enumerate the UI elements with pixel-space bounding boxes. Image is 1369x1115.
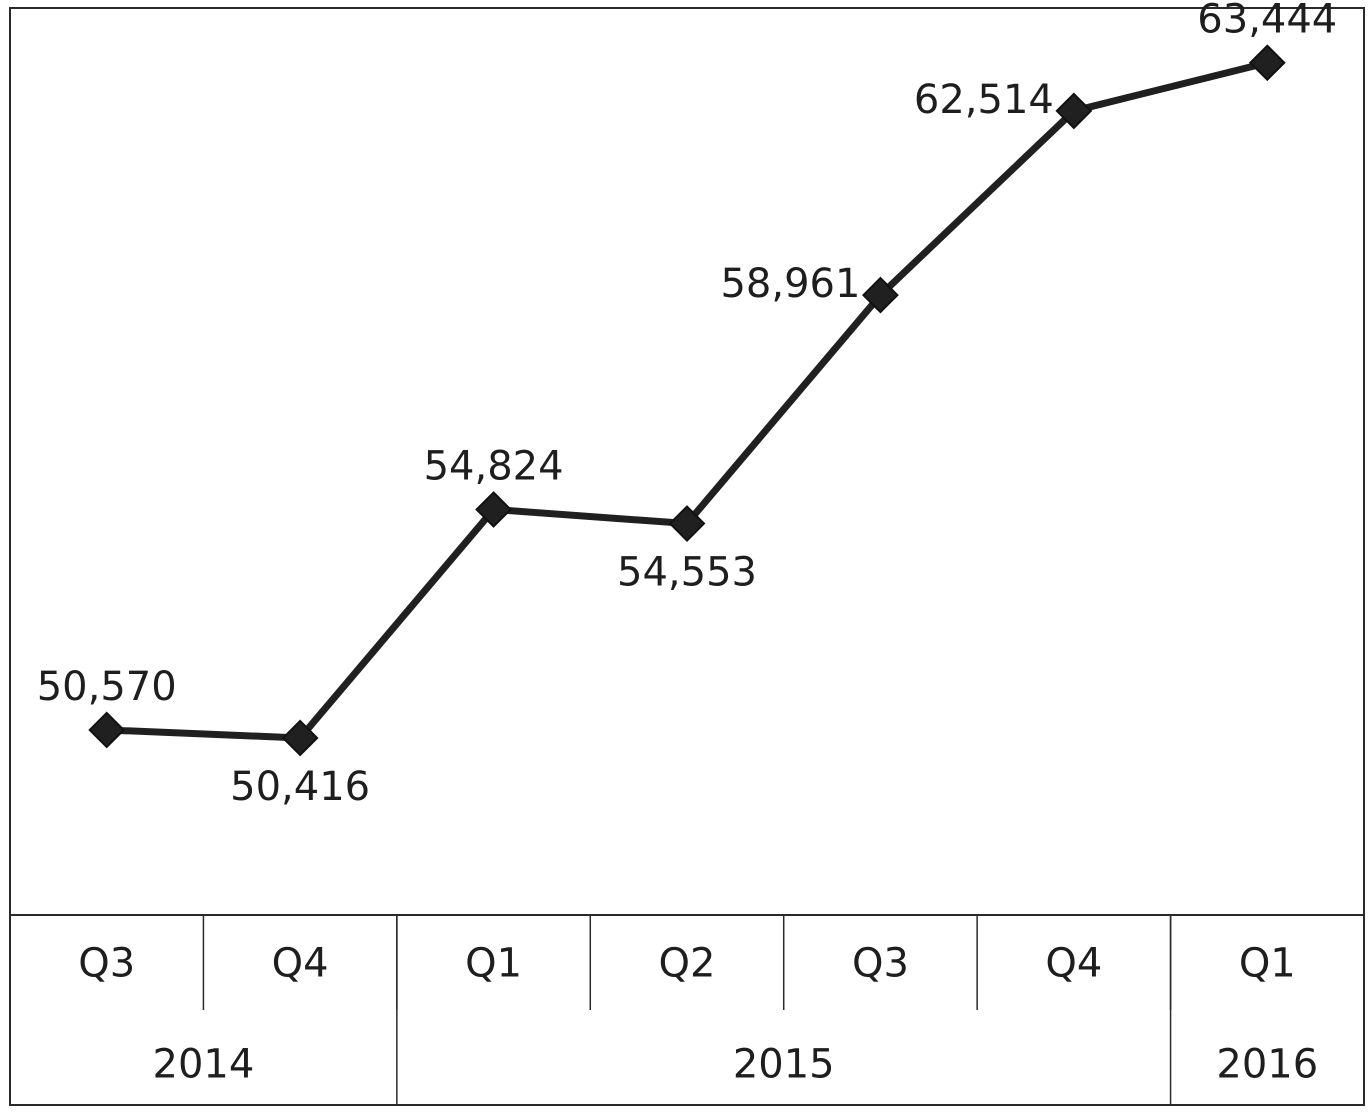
data-label: 58,961: [720, 261, 860, 307]
data-point-marker: [1248, 44, 1286, 82]
data-label: 50,416: [230, 764, 370, 810]
x-group-label: 2016: [1216, 1042, 1318, 1088]
data-point-marker: [862, 276, 899, 314]
x-tick-label: Q1: [465, 941, 522, 987]
data-point-marker: [88, 711, 126, 749]
x-tick-label: Q3: [78, 941, 135, 987]
data-point-marker: [475, 491, 512, 528]
series-layer: [88, 44, 1286, 757]
data-label: 54,553: [617, 550, 757, 596]
category-axis: Q3 Q4 Q1 Q2 Q3 Q4 Q1 2014 2015 2016: [78, 915, 1318, 1105]
x-group-label: 2014: [153, 1042, 255, 1088]
data-point-marker: [1055, 92, 1093, 130]
chart-frame: [9, 7, 1365, 1106]
data-point-marker: [281, 719, 319, 757]
x-tick-label: Q3: [852, 941, 909, 987]
data-labels: 50,570 50,416 54,824 54,553 58,961 62,514 63,4…: [37, 0, 1338, 810]
data-point-marker: [668, 505, 706, 542]
x-tick-label: Q4: [272, 941, 329, 987]
data-label: 50,570: [37, 664, 177, 710]
data-label: 63,444: [1197, 0, 1337, 43]
x-tick-label: Q2: [659, 941, 716, 987]
data-label: 62,514: [914, 77, 1054, 123]
x-group-label: 2015: [733, 1042, 835, 1088]
data-label: 54,824: [424, 443, 564, 489]
chart-border: [9, 7, 1365, 1106]
x-tick-label: Q1: [1239, 941, 1296, 987]
x-tick-label: Q4: [1045, 941, 1102, 987]
